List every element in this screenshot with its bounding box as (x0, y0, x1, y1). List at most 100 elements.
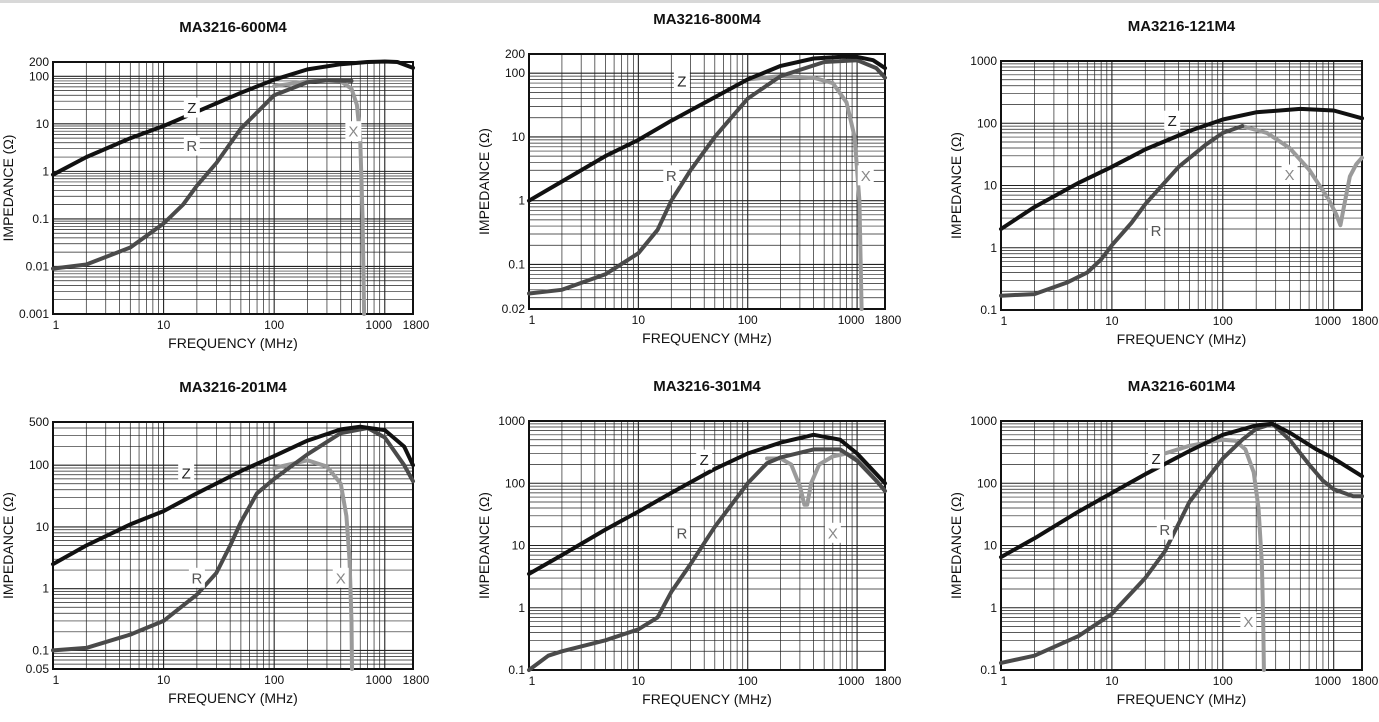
plot-frame (1000, 60, 1363, 311)
y-tick-label: 0.1 (508, 663, 525, 677)
x-tick-label: 10 (157, 318, 171, 332)
x-axis-label: FREQUENCY (MHz) (168, 690, 298, 706)
series-label-bg (1164, 110, 1181, 131)
x-tick-label: 1 (1001, 674, 1008, 688)
series-label-bg (857, 165, 874, 186)
series-label-r: R (666, 168, 677, 185)
series-z-line (527, 54, 887, 203)
y-tick-label: 200 (29, 55, 49, 69)
chart-title: MA3216-301M4 (653, 378, 761, 395)
y-tick-label: 100 (977, 476, 997, 490)
grid (53, 62, 413, 314)
series-label-x: X (1285, 167, 1295, 184)
x-tick-label: 10 (1105, 674, 1119, 688)
plot-frame (52, 61, 414, 315)
series-label-z: Z (187, 100, 196, 117)
plot-frame (528, 420, 886, 671)
chart-title: MA3216-601M4 (1128, 378, 1236, 395)
series-label-z: Z (1151, 451, 1160, 468)
y-tick-label: 1 (990, 601, 997, 615)
y-tick-label: 10 (512, 539, 526, 553)
x-axis-label: FREQUENCY (MHz) (1117, 331, 1247, 347)
y-tick-label: 10 (984, 539, 998, 553)
y-axis-label: IMPEDANCE (Ω) (0, 492, 16, 599)
y-tick-label: 200 (505, 47, 525, 61)
chart-title: MA3216-600M4 (179, 19, 287, 36)
y-tick-label: 0.1 (508, 257, 525, 271)
series-label-bg (673, 522, 690, 543)
series-r-line (527, 58, 887, 296)
series-label-bg (824, 522, 841, 543)
top-rule (0, 0, 1379, 3)
x-tick-label: 100 (738, 313, 758, 327)
series-label-z: Z (677, 74, 686, 91)
x-tick-label: 10 (632, 313, 646, 327)
series-r-line (527, 447, 887, 672)
series-label-x: X (828, 525, 838, 542)
y-tick-label: 1 (42, 164, 49, 178)
y-axis-label: IMPEDANCE (Ω) (0, 135, 16, 242)
y-axis-label: IMPEDANCE (Ω) (476, 128, 492, 235)
plot-frame (528, 53, 886, 310)
series-r-line (51, 426, 415, 653)
series-label-bg (696, 449, 713, 470)
series-label-bg (183, 97, 200, 118)
y-tick-label: 1000 (970, 414, 997, 428)
series-label-x: X (336, 570, 346, 587)
series-label-bg (345, 121, 362, 142)
series-label-bg (1281, 164, 1298, 185)
x-tick-label: 10 (1105, 314, 1119, 328)
series-label-bg (1148, 448, 1165, 469)
grid (529, 54, 885, 309)
x-tick-label: 1000 (838, 674, 865, 688)
x-tick-label: 100 (738, 674, 758, 688)
y-tick-label: 500 (29, 415, 49, 429)
y-tick-label: 1000 (498, 414, 525, 428)
y-tick-label: 100 (505, 476, 525, 490)
series-x-line (272, 78, 367, 316)
grid (1001, 61, 1362, 310)
x-tick-label: 1 (529, 674, 536, 688)
series-label-z: Z (182, 465, 191, 482)
x-tick-label: 100 (1213, 674, 1233, 688)
x-tick-label: 1 (1001, 314, 1008, 328)
series-r-line (51, 78, 354, 271)
x-axis-label: FREQUENCY (MHz) (168, 335, 298, 351)
series-r-line (999, 124, 1245, 298)
y-tick-label: 0.1 (980, 303, 997, 317)
y-tick-label: 100 (29, 69, 49, 83)
grid (1001, 421, 1362, 670)
chart-6: MA3216-601M4 Z R X 1 10 100 1000 1800 0.1 1 10 100 10… (948, 378, 1379, 707)
y-tick-label: 10 (512, 130, 526, 144)
series-label-bg (663, 165, 680, 186)
series-label-bg (178, 462, 195, 483)
x-tick-label: 1800 (1352, 314, 1379, 328)
chart-5: MA3216-301M4 Z R X 1 10 100 1000 1800 0.1 1 10 100 10… (476, 378, 902, 707)
y-tick-label: 0.01 (26, 259, 50, 273)
series-z-line (999, 421, 1364, 560)
x-axis-label: FREQUENCY (MHz) (642, 691, 772, 707)
plot-frame (1000, 420, 1363, 671)
chart-title: MA3216-800M4 (653, 11, 761, 28)
y-tick-label: 10 (36, 520, 50, 534)
series-label-r: R (1151, 223, 1162, 240)
y-tick-label: 0.02 (502, 302, 526, 316)
series-label-r: R (191, 570, 202, 587)
series-label-bg (183, 135, 200, 156)
y-axis-label: IMPEDANCE (Ω) (948, 132, 964, 239)
y-tick-label: 10 (36, 117, 50, 131)
plot-frame (52, 421, 414, 670)
series-r-line (999, 421, 1364, 665)
x-tick-label: 1800 (403, 318, 430, 332)
x-tick-label: 1000 (1314, 314, 1341, 328)
y-tick-label: 1 (518, 194, 525, 208)
y-tick-label: 10 (984, 179, 998, 193)
x-tick-label: 1 (529, 313, 536, 327)
x-tick-label: 1800 (875, 674, 902, 688)
chart-3: MA3216-121M4 Z R X 1 10 100 1000 1800 0.1 1 10 100 10… (948, 18, 1379, 347)
series-z-line (51, 424, 415, 567)
series-label-bg (1240, 611, 1257, 632)
x-tick-label: 10 (632, 674, 646, 688)
series-label-z: Z (1168, 113, 1177, 130)
x-tick-label: 10 (157, 673, 171, 687)
